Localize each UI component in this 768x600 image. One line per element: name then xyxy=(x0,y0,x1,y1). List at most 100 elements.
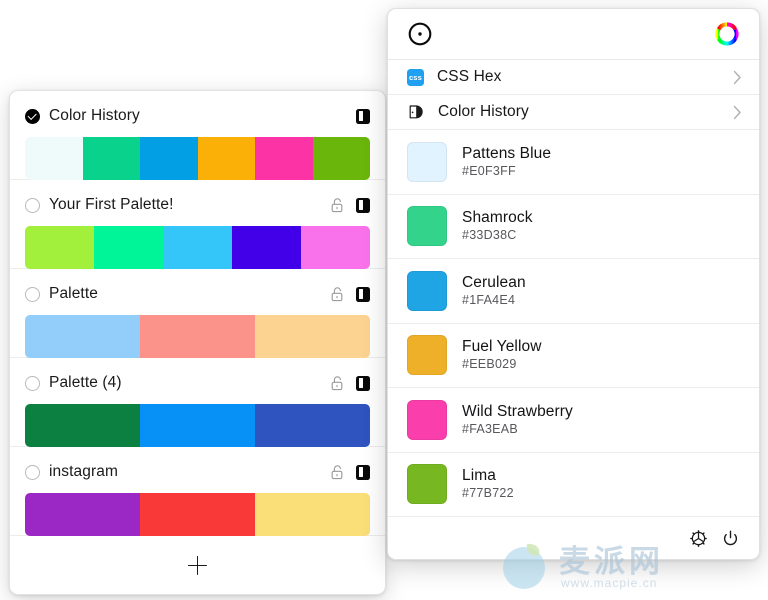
color-swatch[interactable] xyxy=(407,206,447,247)
palette-swatch[interactable] xyxy=(25,315,140,358)
color-hex: #33D38C xyxy=(462,228,517,243)
palette-swatch-strip[interactable] xyxy=(25,137,370,180)
palette-row-actions xyxy=(330,375,370,391)
unlock-icon[interactable] xyxy=(330,464,344,480)
palette-row[interactable]: Palette xyxy=(10,269,385,358)
color-meta: Fuel Yellow #EEB029 xyxy=(462,338,542,372)
color-swatch[interactable] xyxy=(407,399,447,440)
color-list-item[interactable]: Lima #77B722 xyxy=(388,453,759,517)
menu-item-css-hex[interactable]: css CSS Hex xyxy=(388,60,759,95)
color-meta: Wild Strawberry #FA3EAB xyxy=(462,403,573,437)
palette-row-actions xyxy=(330,464,370,480)
palette-title: Palette (4) xyxy=(49,374,122,392)
palette-row-actions xyxy=(330,286,370,302)
color-history-list: Pattens Blue #E0F3FF Shamrock #33D38C Cerule… xyxy=(388,130,759,519)
palette-swatch[interactable] xyxy=(255,493,370,536)
palette-swatch[interactable] xyxy=(140,404,255,447)
menu-item-label: Color History xyxy=(438,103,529,120)
color-list-item[interactable]: Fuel Yellow #EEB029 xyxy=(388,324,759,388)
color-meta: Shamrock #33D38C xyxy=(462,209,533,243)
palette-rows: Color History Your First Palette! Palette P… xyxy=(10,91,385,536)
color-hex: #1FA4E4 xyxy=(462,292,516,307)
palette-title: Color History xyxy=(49,107,140,125)
palette-swatch[interactable] xyxy=(255,137,313,180)
radio-circle-icon[interactable] xyxy=(25,286,40,302)
contrast-icon[interactable] xyxy=(356,375,370,391)
contrast-icon[interactable] xyxy=(356,286,370,302)
palette-swatch[interactable] xyxy=(301,226,370,269)
color-name: Cerulean xyxy=(462,273,526,291)
color-list-item[interactable]: Pattens Blue #E0F3FF xyxy=(388,130,759,195)
color-swatch[interactable] xyxy=(407,464,447,505)
palette-row[interactable]: Palette (4) xyxy=(10,358,385,447)
palette-row[interactable]: instagram xyxy=(10,447,385,536)
unlock-icon[interactable] xyxy=(330,375,344,391)
palette-swatch[interactable] xyxy=(255,315,370,358)
chevron-right-icon xyxy=(733,70,742,85)
picker-footer xyxy=(388,519,759,559)
power-icon[interactable] xyxy=(722,530,739,547)
color-swatch[interactable] xyxy=(407,335,447,376)
palette-row[interactable]: Your First Palette! xyxy=(10,180,385,269)
palette-swatch[interactable] xyxy=(255,404,370,447)
palette-swatch[interactable] xyxy=(94,226,163,269)
contrast-icon[interactable] xyxy=(356,197,370,213)
color-hex: #EEB029 xyxy=(462,357,517,372)
watermark-subtext: www.macpie.cn xyxy=(561,576,658,590)
palette-swatch[interactable] xyxy=(82,137,140,180)
palette-swatch[interactable] xyxy=(312,137,370,180)
palette-row-header: instagram xyxy=(25,447,370,493)
palette-title: instagram xyxy=(49,463,118,481)
color-list-item[interactable]: Shamrock #33D38C xyxy=(388,195,759,259)
gear-icon[interactable] xyxy=(690,529,707,547)
palette-swatch[interactable] xyxy=(25,493,140,536)
chevron-right-icon xyxy=(733,105,742,120)
color-hex: #E0F3FF xyxy=(462,163,516,178)
add-palette-button[interactable] xyxy=(10,536,385,594)
contrast-icon[interactable] xyxy=(356,464,370,480)
palette-row-actions xyxy=(356,108,370,124)
radio-circle-icon[interactable] xyxy=(25,464,40,480)
check-circle-icon[interactable] xyxy=(25,108,40,124)
palette-swatch-strip[interactable] xyxy=(25,493,370,536)
css-badge-icon: css xyxy=(407,68,424,86)
palette-swatch[interactable] xyxy=(25,404,140,447)
color-name: Fuel Yellow xyxy=(462,338,542,356)
radio-circle-icon[interactable] xyxy=(25,197,40,213)
color-name: Shamrock xyxy=(462,209,533,227)
color-name: Pattens Blue xyxy=(462,144,552,162)
color-drop-icon xyxy=(407,103,425,121)
radio-circle-icon[interactable] xyxy=(25,375,40,391)
menu-item-label: CSS Hex xyxy=(437,68,502,85)
palette-swatch[interactable] xyxy=(25,226,94,269)
color-meta: Pattens Blue #E0F3FF xyxy=(462,145,551,179)
color-wheel-icon[interactable] xyxy=(714,21,740,47)
color-swatch[interactable] xyxy=(407,270,447,311)
color-list-item[interactable]: Cerulean #1FA4E4 xyxy=(388,259,759,324)
unlock-icon[interactable] xyxy=(330,286,344,302)
palette-swatch-strip[interactable] xyxy=(25,315,370,358)
palette-row[interactable]: Color History xyxy=(10,91,385,180)
palette-swatch[interactable] xyxy=(197,137,255,180)
picker-menu: css CSS Hex Color History xyxy=(388,60,759,130)
target-picker-icon[interactable] xyxy=(407,21,433,47)
color-swatch[interactable] xyxy=(407,141,447,182)
palette-swatch[interactable] xyxy=(25,137,83,180)
palette-swatch-strip[interactable] xyxy=(25,404,370,447)
palette-swatch[interactable] xyxy=(232,226,301,269)
palette-swatch[interactable] xyxy=(140,315,255,358)
palette-title: Palette xyxy=(49,285,98,303)
unlock-icon[interactable] xyxy=(330,197,344,213)
color-name: Wild Strawberry xyxy=(462,402,573,420)
palette-swatch[interactable] xyxy=(140,493,255,536)
color-picker-popover: css CSS Hex Color History Pattens Blue #E0F… xyxy=(387,8,760,560)
palette-row-header: Your First Palette! xyxy=(25,180,370,226)
palette-title: Your First Palette! xyxy=(49,196,174,214)
palette-swatch[interactable] xyxy=(163,226,232,269)
contrast-icon[interactable] xyxy=(356,108,370,124)
menu-item-color-history[interactable]: Color History xyxy=(388,95,759,130)
palette-swatch[interactable] xyxy=(140,137,198,180)
color-list-item[interactable]: Wild Strawberry #FA3EAB xyxy=(388,388,759,453)
palette-swatch-strip[interactable] xyxy=(25,226,370,269)
